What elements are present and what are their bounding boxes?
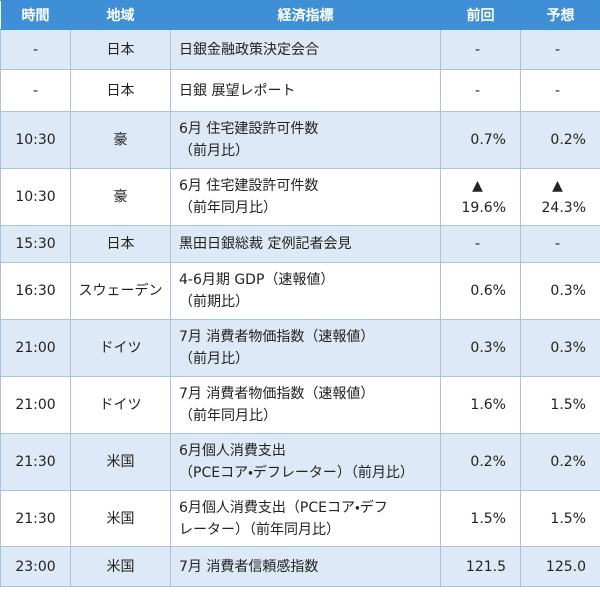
cell-line: 19.6% (461, 200, 506, 216)
table-row: 21:00 ドイツ 7月 消費者物価指数（速報値） （前月比） 0.3% 0.3% (0, 319, 600, 377)
previous-cell: - (440, 225, 521, 263)
indicator-cell: 黒田日銀総裁 定例記者会見 (170, 225, 441, 263)
region-cell: 日本 (70, 69, 171, 112)
column-header: 地域 (70, 0, 171, 30)
time-cell: 10:30 (0, 111, 71, 169)
table-body: - 日本 日銀金融政策決定会合 - - - 日本 日銀 展望レポート - -10:30 豪 6月 住宅… (0, 29, 600, 587)
time-cell: 15:30 (0, 225, 71, 263)
forecast-cell: - (520, 29, 600, 70)
table-row: 23:00 米国 7月 消費者信頼感指数 121.5 125.0 (0, 546, 600, 587)
forecast-cell: 125.0 (520, 546, 600, 587)
indicator-cell: 6月 住宅建設許可件数 （前年同月比） (170, 168, 441, 226)
region-cell: ドイツ (70, 376, 171, 434)
region-cell: 豪 (70, 168, 171, 226)
column-header: 時間 (0, 0, 71, 30)
table-row: 21:30 米国 6月個人消費支出（PCEコア・デフ レーター）（前年同月比） 1.5%… (0, 490, 600, 547)
table-row: 21:30 米国 6月個人消費支出 （PCEコア・デフレーター）（前月比） 0.2% 0.… (0, 433, 600, 491)
indicator-cell: 7月 消費者物価指数（速報値） （前月比） (170, 319, 441, 377)
time-cell: 21:00 (0, 376, 71, 434)
region-cell: 日本 (70, 225, 171, 263)
region-cell: スウェーデン (70, 262, 171, 320)
cell-line: 6月 住宅建設許可件数 (179, 178, 319, 194)
forecast-cell: - (520, 225, 600, 263)
forecast-cell: 1.5% (520, 376, 600, 434)
cell-line: 24.3% (541, 200, 586, 216)
indicator-cell: 日銀 展望レポート (170, 69, 441, 112)
previous-cell: 0.3% (440, 319, 521, 377)
cell-line: 日銀 展望レポート (179, 82, 296, 99)
indicator-cell: 日銀金融政策決定会合 (170, 29, 441, 70)
previous-cell: 0.6% (440, 262, 521, 320)
table-row: 15:30 日本 黒田日銀総裁 定例記者会見 - - (0, 225, 600, 263)
time-cell: 21:30 (0, 490, 71, 547)
forecast-cell: 1.5% (520, 490, 600, 547)
previous-cell: ▲ 19.6% (440, 168, 521, 226)
region-cell: 米国 (70, 546, 171, 587)
forecast-cell: 0.3% (520, 262, 600, 320)
region-cell: 日本 (70, 29, 171, 70)
forecast-cell: 0.2% (520, 433, 600, 491)
time-cell: 16:30 (0, 262, 71, 320)
cell-line: 6月個人消費支出 (179, 443, 286, 459)
indicator-cell: 7月 消費者物価指数（速報値） （前年同月比） (170, 376, 441, 434)
indicator-cell: 6月 住宅建設許可件数 （前月比） (170, 111, 441, 169)
indicator-cell: 7月 消費者信頼感指数 (170, 546, 441, 587)
cell-line: 4-6月期 GDP（速報値） (179, 272, 335, 288)
forecast-cell: 0.3% (520, 319, 600, 377)
cell-line: 日銀金融政策決定会合 (179, 41, 319, 58)
previous-cell: - (440, 29, 521, 70)
cell-line: （前年同月比） (179, 408, 277, 424)
region-cell: 豪 (70, 111, 171, 169)
indicator-cell: 6月個人消費支出（PCEコア・デフ レーター）（前年同月比） (170, 490, 441, 547)
previous-cell: - (440, 69, 521, 112)
time-cell: 23:00 (0, 546, 71, 587)
cell-line: ▲ (552, 178, 563, 194)
table-row: - 日本 日銀金融政策決定会合 - - (0, 29, 600, 70)
region-cell: 米国 (70, 490, 171, 547)
table-row: - 日本 日銀 展望レポート - - (0, 69, 600, 112)
previous-cell: 0.2% (440, 433, 521, 491)
cell-line: 黒田日銀総裁 定例記者会見 (179, 236, 352, 252)
table-row: 10:30 豪 6月 住宅建設許可件数 （前年同月比） ▲ 19.6% ▲ 24.3% (0, 168, 600, 226)
header-row: 時間 地域 経済指標 前回 予想 (0, 0, 600, 30)
time-cell: 21:30 (0, 433, 71, 491)
time-cell: - (0, 69, 71, 112)
region-cell: ドイツ (70, 319, 171, 377)
forecast-cell: ▲ 24.3% (520, 168, 600, 226)
indicator-cell: 4-6月期 GDP（速報値） （前期比） (170, 262, 441, 320)
time-cell: 10:30 (0, 168, 71, 226)
column-header: 経済指標 (170, 0, 441, 30)
cell-line: 7月 消費者物価指数（速報値） (179, 386, 375, 402)
cell-line: 6月個人消費支出（PCEコア・デフ (179, 499, 388, 516)
cell-line: 6月 住宅建設許可件数 (179, 121, 319, 137)
column-header: 前回 (440, 0, 521, 30)
forecast-cell: - (520, 69, 600, 112)
time-cell: - (0, 29, 71, 70)
cell-line: （前年同月比） (179, 200, 277, 216)
previous-cell: 1.6% (440, 376, 521, 434)
cell-line: 7月 消費者信頼感指数 (179, 558, 319, 575)
table-row: 16:30 スウェーデン 4-6月期 GDP（速報値） （前期比） 0.6% 0.3% (0, 262, 600, 320)
region-cell: 米国 (70, 433, 171, 491)
forecast-cell: 0.2% (520, 111, 600, 169)
previous-cell: 0.7% (440, 111, 521, 169)
cell-line: （PCEコア・デフレーター）（前月比） (179, 465, 414, 481)
cell-line: 7月 消費者物価指数（速報値） (179, 329, 375, 345)
cell-line: （前期比） (179, 294, 249, 310)
cell-line: （前月比） (179, 143, 249, 159)
table-row: 21:00 ドイツ 7月 消費者物価指数（速報値） （前年同月比） 1.6% 1.5% (0, 376, 600, 434)
previous-cell: 1.5% (440, 490, 521, 547)
cell-line: ▲ (472, 178, 483, 194)
previous-cell: 121.5 (440, 546, 521, 587)
cell-line: レーター）（前年同月比） (179, 521, 340, 538)
table-row: 10:30 豪 6月 住宅建設許可件数 （前月比） 0.7% 0.2% (0, 111, 600, 169)
cell-line: （前月比） (179, 351, 249, 367)
indicator-cell: 6月個人消費支出 （PCEコア・デフレーター）（前月比） (170, 433, 441, 491)
time-cell: 21:00 (0, 319, 71, 377)
column-header: 予想 (520, 0, 600, 30)
